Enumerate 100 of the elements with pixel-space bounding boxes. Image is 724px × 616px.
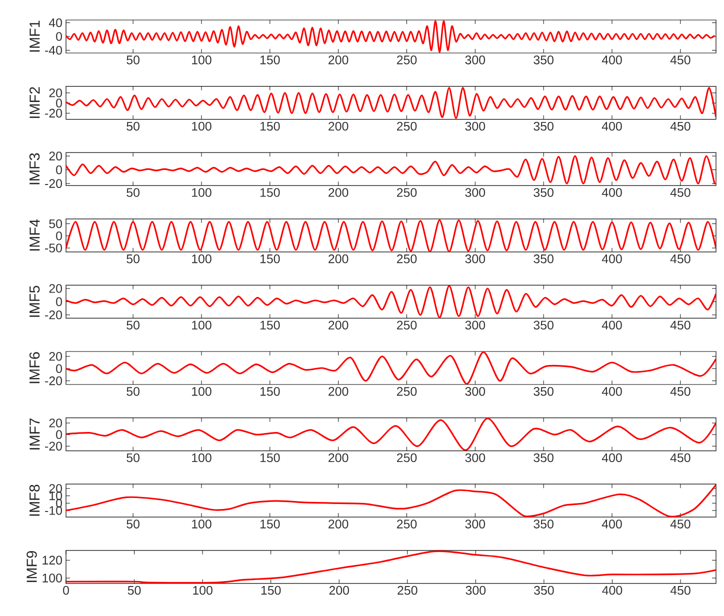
x-tick-label: 250 (396, 56, 417, 64)
line-series (66, 351, 716, 384)
x-tick-label: 400 (602, 320, 622, 330)
x-tick-label: 400 (602, 453, 622, 462)
y-tick-label: 20 (49, 484, 62, 493)
x-tick-label: 400 (602, 254, 622, 264)
x-tick-label: 450 (670, 56, 690, 64)
y-tick-label: -20 (45, 376, 62, 386)
x-tick-label: 450 (670, 520, 690, 528)
y-axis-title: IMF5 (30, 286, 40, 317)
x-tick-label: 350 (534, 520, 554, 528)
x-tick-label: 450 (670, 453, 690, 462)
y-tick-label: 20 (49, 88, 62, 98)
x-tick-label: 250 (396, 320, 417, 330)
y-tick-label: 0 (56, 165, 62, 174)
x-tick-label: 250 (396, 122, 417, 131)
x-tick-label: 0 (63, 586, 69, 595)
x-tick-label: 100 (193, 586, 212, 595)
y-tick-label: 120 (42, 556, 62, 565)
x-tick-label: 300 (465, 188, 486, 197)
line-series (66, 550, 716, 584)
line-series (66, 418, 716, 451)
x-tick-label: 350 (534, 320, 554, 330)
x-tick-label: 350 (534, 122, 554, 131)
x-tick-label: 150 (260, 56, 280, 64)
x-tick-label: 200 (328, 320, 348, 330)
x-tick-label: 250 (398, 586, 418, 595)
x-tick-label: 200 (328, 387, 348, 396)
x-tick-label: 200 (328, 188, 348, 197)
x-tick-label: 100 (192, 387, 212, 396)
y-tick-label: 20 (49, 418, 62, 428)
x-tick-label: 450 (670, 122, 690, 131)
x-tick-label: 100 (192, 188, 212, 197)
y-tick-label: 0 (56, 297, 62, 306)
y-axis-title: IMF3 (29, 153, 40, 184)
y-axis-title: IMF4 (30, 219, 40, 251)
x-tick-label: 50 (126, 122, 140, 131)
y-tick-label: 0 (56, 364, 62, 374)
y-tick-label: 20 (49, 152, 62, 160)
line-series (66, 219, 716, 252)
y-axis-title: IMF1 (30, 20, 40, 52)
line-series (66, 285, 716, 318)
y-tick-label: -20 (45, 442, 62, 451)
x-tick-label: 150 (260, 387, 280, 396)
y-tick-label: 50 (49, 219, 62, 228)
x-tick-label: 100 (192, 254, 212, 264)
x-tick-label: 50 (126, 188, 140, 197)
y-axis-title: IMF7 (30, 418, 40, 450)
x-tick-label: 100 (192, 56, 212, 64)
x-tick-label: 150 (261, 586, 281, 595)
x-tick-label: 150 (260, 520, 280, 528)
x-tick-label: 300 (465, 453, 486, 462)
x-tick-label: 150 (260, 453, 280, 462)
x-tick-label: 100 (192, 122, 212, 131)
x-tick-label: 250 (396, 453, 417, 462)
y-tick-label: -20 (45, 108, 62, 118)
x-tick-label: 300 (465, 320, 486, 330)
x-tick-label: 300 (465, 520, 486, 528)
y-axis-title: IMF8 (29, 484, 40, 516)
x-tick-label: 150 (260, 320, 280, 330)
x-tick-label: 50 (126, 56, 140, 64)
x-tick-label: 50 (128, 586, 141, 595)
x-tick-label: 150 (260, 188, 280, 197)
x-tick-label: 350 (534, 254, 554, 264)
x-tick-label: 400 (602, 188, 622, 197)
y-tick-label: -50 (45, 244, 62, 252)
x-tick-label: 400 (602, 122, 622, 131)
y-axis-title: IMF6 (29, 352, 40, 384)
line-series (66, 484, 716, 518)
x-tick-label: 450 (670, 254, 690, 264)
x-tick-label: 250 (396, 188, 417, 197)
y-tick-label: 20 (49, 352, 62, 361)
x-tick-label: 200 (328, 56, 348, 64)
x-tick-label: 350 (534, 586, 554, 595)
x-tick-label: 250 (396, 387, 417, 396)
line-series (66, 87, 716, 120)
x-tick-label: 50 (126, 387, 140, 396)
x-tick-label: 450 (670, 188, 690, 197)
x-tick-label: 350 (534, 453, 554, 462)
y-tick-label: -40 (45, 46, 62, 55)
y-tick-label: 40 (48, 18, 62, 28)
y-tick-label: 0 (56, 98, 62, 108)
x-tick-label: 100 (192, 520, 212, 528)
x-tick-label: 50 (126, 520, 140, 528)
x-tick-label: 450 (670, 586, 690, 595)
x-tick-label: 350 (534, 387, 554, 396)
x-tick-label: 50 (126, 320, 140, 330)
x-tick-label: 400 (602, 586, 622, 595)
x-tick-label: 400 (602, 56, 622, 64)
x-tick-label: 300 (466, 586, 486, 595)
x-tick-label: 200 (328, 520, 348, 528)
line-series (66, 20, 716, 53)
x-tick-label: 200 (329, 586, 350, 595)
x-tick-label: 300 (465, 387, 486, 396)
x-tick-label: 200 (328, 453, 348, 462)
x-tick-label: 400 (602, 520, 622, 528)
y-tick-label: -10 (45, 506, 62, 515)
y-tick-label: -20 (45, 179, 62, 188)
y-axis-title: IMF9 (26, 551, 37, 582)
x-tick-label: 300 (465, 122, 486, 131)
